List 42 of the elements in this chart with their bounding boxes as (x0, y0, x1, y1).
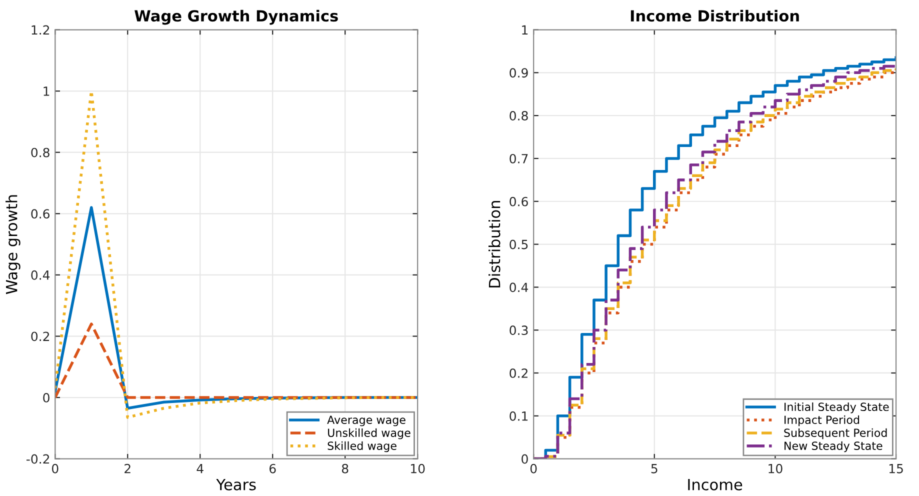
x-tick-label: 2 (124, 464, 130, 474)
y-tick-label: 0.7 (510, 154, 528, 164)
y-tick-label: 1.2 (32, 25, 50, 35)
y-tick-label: 0.4 (31, 270, 50, 280)
legend-label: Skilled wage (328, 441, 396, 452)
x-tick-label: 15 (889, 464, 903, 474)
y-tick-label: 0 (522, 454, 528, 464)
x-tick-label: 0 (52, 464, 58, 474)
y-tick-label: 0.6 (510, 196, 528, 206)
y-axis-title: Distribution (488, 201, 500, 288)
y-tick-label: 0.9 (510, 68, 528, 78)
y-tick-label: 0.6 (31, 209, 50, 219)
legend-label: Initial Steady State (784, 402, 889, 414)
y-tick-label: 0.8 (31, 148, 50, 158)
legend-label: Subsequent Period (784, 428, 887, 440)
y-axis-title: Wage growth (6, 195, 20, 294)
y-tick-label: 0.1 (510, 411, 528, 421)
x-tick-label: 10 (411, 464, 425, 474)
x-axis-title: Income (688, 479, 742, 490)
legend-label: Impact Period (784, 415, 860, 426)
y-tick-label: 0.2 (31, 332, 50, 342)
legend-label: Average wage (327, 416, 406, 426)
legend-label: New Steady State (784, 441, 882, 452)
x-tick-label: 4 (196, 464, 204, 474)
x-tick-label: 8 (342, 464, 348, 474)
chart-title: Wage Growth Dynamics (134, 10, 338, 25)
y-tick-label: 0.3 (510, 326, 528, 336)
x-tick-label: 0 (530, 464, 537, 474)
y-tick-label: 0.2 (510, 368, 528, 378)
y-tick-label: 0.8 (510, 111, 528, 120)
x-axis-title: Years (216, 479, 256, 490)
legend-label: Unskilled wage (328, 428, 410, 440)
y-tick-label: -0.2 (26, 454, 50, 464)
x-tick-label: 10 (768, 464, 782, 474)
chart-title: Income Distribution (630, 10, 799, 22)
x-tick-label: 5 (651, 464, 658, 474)
y-tick-label: 0.4 (510, 282, 528, 292)
y-tick-label: 0 (43, 392, 50, 402)
y-tick-label: 1 (44, 86, 50, 96)
y-tick-label: 0.5 (510, 240, 528, 250)
x-tick-label: 6 (270, 464, 276, 474)
y-tick-label: 1 (522, 25, 528, 35)
